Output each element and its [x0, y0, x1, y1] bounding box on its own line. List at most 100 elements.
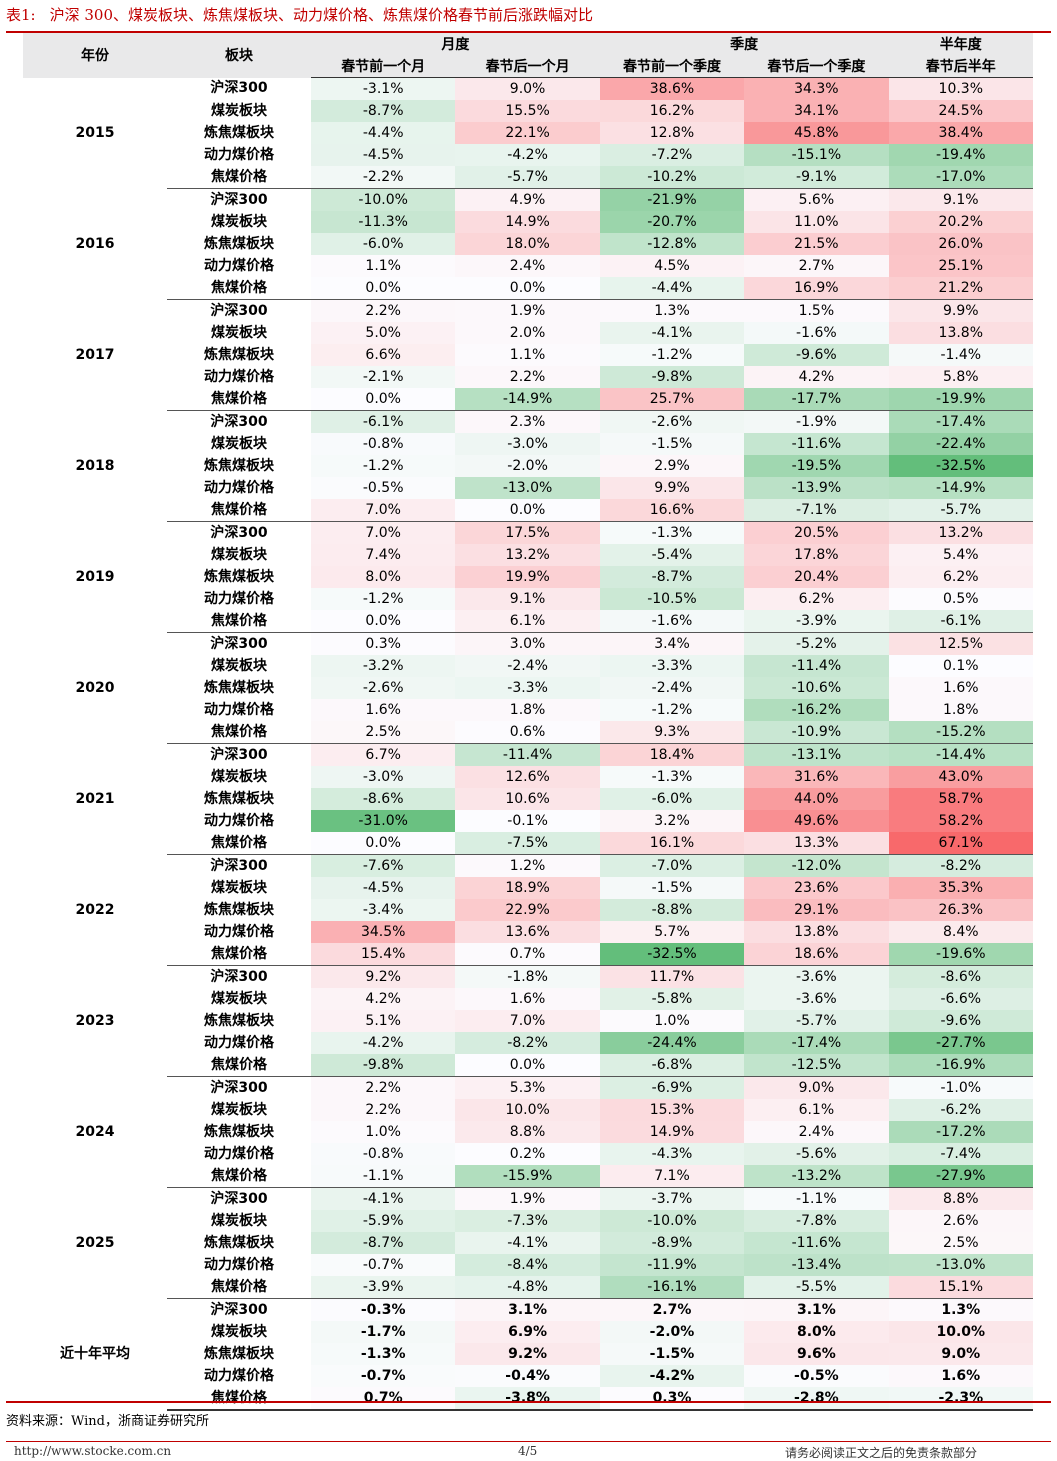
sector-cell: 煤炭板块 [167, 655, 311, 677]
year-cell: 2025 [23, 1187, 167, 1299]
value-cell: 14.9% [455, 211, 600, 233]
value-cell: 3.2% [599, 810, 745, 832]
value-cell: -2.4% [599, 677, 745, 699]
table-row: 动力煤价格 -4.2% -8.2% -24.4% -17.4% -27.7% [23, 1032, 1033, 1054]
value-cell: 6.1% [744, 1099, 889, 1121]
value-cell: -16.9% [888, 1054, 1033, 1077]
value-cell: 13.3% [744, 832, 889, 855]
value-cell: -0.1% [455, 810, 600, 832]
value-cell: -8.7% [599, 566, 745, 588]
value-cell: 9.0% [744, 1076, 889, 1099]
value-cell: -16.1% [599, 1276, 745, 1299]
value-cell: 2.6% [888, 1210, 1033, 1232]
value-cell: -12.5% [744, 1054, 889, 1077]
value-cell: -13.1% [744, 743, 889, 766]
sector-cell: 动力煤价格 [167, 921, 311, 943]
value-cell: 34.1% [744, 100, 889, 122]
value-cell: 16.6% [599, 499, 745, 522]
value-cell: 1.2% [455, 854, 600, 877]
value-cell: 67.1% [888, 832, 1033, 855]
value-cell: 11.0% [744, 211, 889, 233]
sector-cell: 炼焦煤板块 [167, 899, 311, 921]
value-cell: -27.7% [888, 1032, 1033, 1054]
sector-cell: 煤炭板块 [167, 211, 311, 233]
table-row: 炼焦煤板块 5.1% 7.0% 1.0% -5.7% -9.6% [23, 1010, 1033, 1032]
value-cell: 58.7% [888, 788, 1033, 810]
value-cell: -10.5% [599, 588, 745, 610]
sector-cell: 炼焦煤板块 [167, 788, 311, 810]
value-cell: 0.6% [455, 721, 600, 744]
value-cell: 1.6% [455, 988, 600, 1010]
table-row: 焦煤价格 2.5% 0.6% 9.3% -10.9% -15.2% [23, 721, 1033, 744]
value-cell: -7.0% [599, 854, 745, 877]
value-cell: -9.6% [888, 1010, 1033, 1032]
sector-cell: 焦煤价格 [167, 721, 311, 744]
value-cell: 25.7% [599, 388, 745, 411]
value-cell: -14.4% [888, 743, 1033, 766]
table-row: 焦煤价格 0.7% -3.8% 0.3% -2.8% -2.3% [23, 1387, 1033, 1411]
value-cell: 25.1% [888, 255, 1033, 277]
sector-cell: 动力煤价格 [167, 255, 311, 277]
table-row: 2017 沪深300 2.2% 1.9% 1.3% 1.5% 9.9% [23, 299, 1033, 411]
value-cell: 9.1% [888, 188, 1033, 211]
value-cell: -3.9% [744, 610, 889, 633]
value-cell: 0.0% [311, 277, 456, 300]
table-row: 2020 沪深300 0.3% 3.0% 3.4% -5.2% 12.5% [23, 632, 1033, 744]
value-cell: -1.9% [744, 410, 889, 433]
value-cell: -11.6% [744, 433, 889, 455]
sector-cell: 炼焦煤板块 [167, 1343, 311, 1365]
value-cell: 3.0% [455, 632, 600, 655]
value-cell: 9.3% [599, 721, 745, 744]
value-cell: 18.6% [744, 943, 889, 966]
table-row: 动力煤价格 1.6% 1.8% -1.2% -16.2% 1.8% [23, 699, 1033, 721]
value-cell: -19.4% [888, 144, 1033, 166]
value-cell: 3.4% [599, 632, 745, 655]
value-cell: 1.5% [744, 299, 889, 322]
value-cell: -10.2% [599, 166, 745, 189]
value-cell: 43.0% [888, 766, 1033, 788]
value-cell: 9.0% [888, 1343, 1033, 1365]
value-cell: 16.9% [744, 277, 889, 300]
value-cell: 1.6% [311, 699, 456, 721]
footer-url[interactable]: http://www.stocke.com.cn [14, 1444, 172, 1458]
value-cell: -3.3% [599, 655, 745, 677]
value-cell: -8.6% [888, 965, 1033, 988]
value-cell: -4.4% [311, 122, 456, 144]
value-cell: 13.8% [744, 921, 889, 943]
value-cell: 0.3% [311, 632, 456, 655]
value-cell: 22.9% [455, 899, 600, 921]
sector-cell: 动力煤价格 [167, 1032, 311, 1054]
value-cell: 9.9% [888, 299, 1033, 322]
value-cell: -6.0% [311, 233, 456, 255]
value-cell: -17.4% [744, 1032, 889, 1054]
value-cell: 15.5% [455, 100, 600, 122]
table-row: 2021 沪深300 6.7% -11.4% 18.4% -13.1% -14.4% [23, 743, 1033, 855]
table-row: 2024 沪深300 2.2% 5.3% -6.9% 9.0% -1.0% [23, 1076, 1033, 1188]
value-cell: 6.1% [455, 610, 600, 633]
value-cell: -1.7% [311, 1321, 456, 1343]
sector-cell: 焦煤价格 [167, 499, 311, 522]
value-cell: -4.5% [311, 144, 456, 166]
value-cell: -5.6% [744, 1143, 889, 1165]
value-cell: 20.2% [888, 211, 1033, 233]
value-cell: -0.4% [455, 1365, 600, 1387]
table-row: 炼焦煤板块 -6.0% 18.0% -12.8% 21.5% 26.0% [23, 233, 1033, 255]
value-cell: 9.0% [455, 77, 600, 100]
value-cell: -6.0% [599, 788, 745, 810]
table-row: 炼焦煤板块 -4.4% 22.1% 12.8% 45.8% 38.4% [23, 122, 1033, 144]
value-cell: -5.4% [599, 544, 745, 566]
value-cell: 7.0% [311, 521, 456, 544]
value-cell: 13.2% [888, 521, 1033, 544]
value-cell: -19.5% [744, 455, 889, 477]
value-cell: 34.5% [311, 921, 456, 943]
value-cell: 23.6% [744, 877, 889, 899]
value-cell: -7.5% [455, 832, 600, 855]
value-cell: -2.0% [455, 455, 600, 477]
value-cell: -4.2% [599, 1365, 745, 1387]
table-row: 煤炭板块 -4.5% 18.9% -1.5% 23.6% 35.3% [23, 877, 1033, 899]
value-cell: -13.0% [888, 1254, 1033, 1276]
year-cell: 近十年平均 [23, 1298, 167, 1410]
value-cell: 2.2% [455, 366, 600, 388]
value-cell: 18.0% [455, 233, 600, 255]
value-cell: -11.6% [744, 1232, 889, 1254]
